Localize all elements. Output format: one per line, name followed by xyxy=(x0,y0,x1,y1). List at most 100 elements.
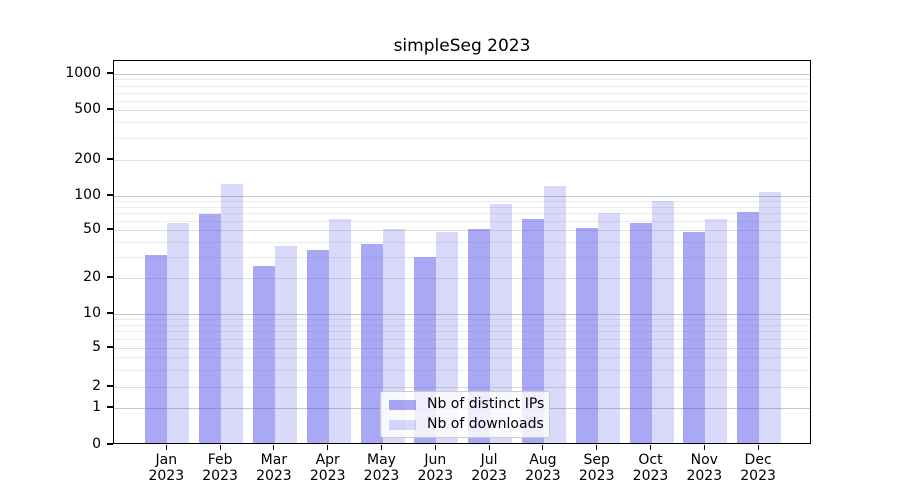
x-tick-year: 2023 xyxy=(471,468,507,484)
x-tick-year: 2023 xyxy=(148,468,185,484)
bar-downloads-aug xyxy=(543,185,566,443)
y-tick-label: 5 xyxy=(92,339,101,355)
minor-gridline xyxy=(114,206,810,208)
x-tick-mark xyxy=(703,445,705,450)
x-tick-month: Aug xyxy=(529,452,557,468)
x-tick-mark xyxy=(542,445,544,450)
x-tick-label: Oct 2023 xyxy=(619,452,683,484)
minor-gridline xyxy=(114,256,810,258)
y-tick-mark xyxy=(107,312,113,314)
legend: Nb of distinct IPs Nb of downloads xyxy=(380,391,550,438)
y-tick-mark xyxy=(107,194,113,196)
gridline-2 xyxy=(114,387,810,388)
y-tick-mark xyxy=(107,276,113,278)
y-tick-label: 2 xyxy=(92,378,101,394)
minor-gridline xyxy=(114,92,810,94)
bar-downloads-nov xyxy=(705,218,728,443)
x-tick-year: 2023 xyxy=(525,468,561,484)
x-tick-year: 2023 xyxy=(256,468,292,484)
bar-downloads-feb xyxy=(221,184,244,443)
legend-swatch-distinct-ips xyxy=(389,399,416,410)
gridline-50 xyxy=(114,230,810,231)
minor-gridline xyxy=(114,357,810,359)
bar-distinct-ips-aug xyxy=(521,219,544,443)
y-tick-mark xyxy=(107,108,113,110)
y-tick-label: 200 xyxy=(74,151,101,167)
gridline-5 xyxy=(114,348,810,349)
plot-canvas xyxy=(114,61,810,443)
gridline-1000 xyxy=(114,74,810,75)
x-tick-year: 2023 xyxy=(417,468,454,484)
minor-gridline xyxy=(114,369,810,371)
x-tick-mark xyxy=(649,445,652,450)
x-tick-label: Sep 2023 xyxy=(565,452,629,484)
x-tick-label: Jun 2023 xyxy=(403,452,467,484)
gridline-20 xyxy=(114,278,810,279)
bar-downloads-jun xyxy=(436,232,459,443)
x-tick-mark xyxy=(165,445,167,450)
x-tick-label: Jul 2023 xyxy=(457,452,521,484)
minor-gridline xyxy=(114,339,810,341)
x-tick-month: Nov xyxy=(690,452,718,468)
x-tick-mark xyxy=(488,445,490,450)
x-tick-year: 2023 xyxy=(740,468,776,484)
gridline-100 xyxy=(114,196,810,197)
y-tick-mark xyxy=(107,346,113,348)
x-tick-month: Sep xyxy=(583,452,610,468)
minor-gridline xyxy=(114,79,810,81)
x-tick-mark xyxy=(380,445,383,450)
x-tick-month: May xyxy=(367,452,396,468)
bar-distinct-ips-nov xyxy=(683,232,706,443)
minor-gridline xyxy=(114,324,810,326)
y-tick-label: 10 xyxy=(83,305,101,321)
minor-gridline xyxy=(114,137,810,139)
x-tick-label: Aug 2023 xyxy=(511,452,575,484)
bar-downloads-jan xyxy=(167,222,190,443)
minor-gridline xyxy=(114,319,810,321)
x-tick-month: Feb xyxy=(207,452,233,468)
bar-distinct-ips-dec xyxy=(737,212,760,443)
legend-label-distinct-ips: Nb of distinct IPs xyxy=(427,396,545,412)
x-tick-month: Jun xyxy=(424,452,447,468)
minor-gridline xyxy=(114,221,810,223)
x-tick-label: May 2023 xyxy=(350,452,414,484)
x-tick-mark xyxy=(219,445,221,450)
x-tick-year: 2023 xyxy=(632,468,669,484)
bar-downloads-may xyxy=(382,229,405,443)
x-tick-mark xyxy=(434,445,436,450)
minor-gridline xyxy=(114,201,810,203)
bar-downloads-jul xyxy=(490,203,513,443)
bar-distinct-ips-may xyxy=(360,244,383,443)
y-tick-label: 0 xyxy=(92,436,101,452)
y-tick-mark xyxy=(107,72,113,74)
minor-gridline xyxy=(114,100,810,102)
minor-gridline xyxy=(114,331,810,333)
x-tick-mark xyxy=(757,445,759,450)
x-tick-year: 2023 xyxy=(309,468,346,484)
gridline-10 xyxy=(114,314,810,315)
x-tick-label: Jan 2023 xyxy=(134,452,198,484)
bar-distinct-ips-apr xyxy=(306,250,329,443)
bar-distinct-ips-jan xyxy=(145,255,168,443)
x-tick-label: Nov 2023 xyxy=(672,452,736,484)
plot-area xyxy=(113,60,811,444)
legend-swatch-downloads xyxy=(389,419,416,430)
y-tick-mark xyxy=(107,385,113,387)
bar-distinct-ips-oct xyxy=(629,222,652,443)
x-tick-label: Feb 2023 xyxy=(188,452,252,484)
y-tick-mark xyxy=(107,228,113,230)
bar-downloads-oct xyxy=(651,201,674,443)
minor-gridline xyxy=(114,213,810,215)
x-tick-year: 2023 xyxy=(202,468,238,484)
x-tick-year: 2023 xyxy=(686,468,723,484)
y-tick-label: 20 xyxy=(83,269,101,285)
minor-gridline xyxy=(114,122,810,124)
y-tick-label: 50 xyxy=(83,221,101,237)
gridline-500 xyxy=(114,110,810,111)
bar-distinct-ips-sep xyxy=(575,228,598,443)
bar-distinct-ips-jul xyxy=(468,229,491,443)
x-tick-month: Jan xyxy=(155,452,178,468)
x-tick-label: Dec 2023 xyxy=(726,452,790,484)
x-tick-year: 2023 xyxy=(578,468,615,484)
y-tick-label: 1 xyxy=(92,399,101,415)
